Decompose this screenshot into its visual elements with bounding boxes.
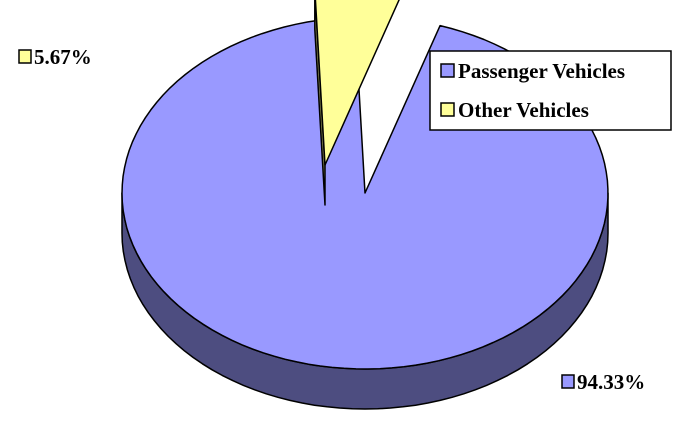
data-label-swatch-other [18, 49, 32, 64]
data-label-swatch-passenger [561, 374, 575, 389]
data-label-other-text: 5.67% [34, 45, 92, 69]
legend-swatch-other [440, 102, 455, 117]
legend-label-other: Other Vehicles [458, 98, 589, 122]
data-label-passenger-text: 94.33% [577, 370, 645, 394]
legend-box [429, 50, 672, 131]
legend-swatch-passenger [440, 63, 455, 78]
legend: Passenger Vehicles Other Vehicles [429, 50, 672, 131]
data-label-passenger-vehicles: 94.33% [561, 370, 645, 394]
pie-slice-other [314, 0, 400, 166]
data-label-other-vehicles: 5.67% [18, 45, 92, 69]
legend-label-passenger: Passenger Vehicles [458, 59, 625, 83]
